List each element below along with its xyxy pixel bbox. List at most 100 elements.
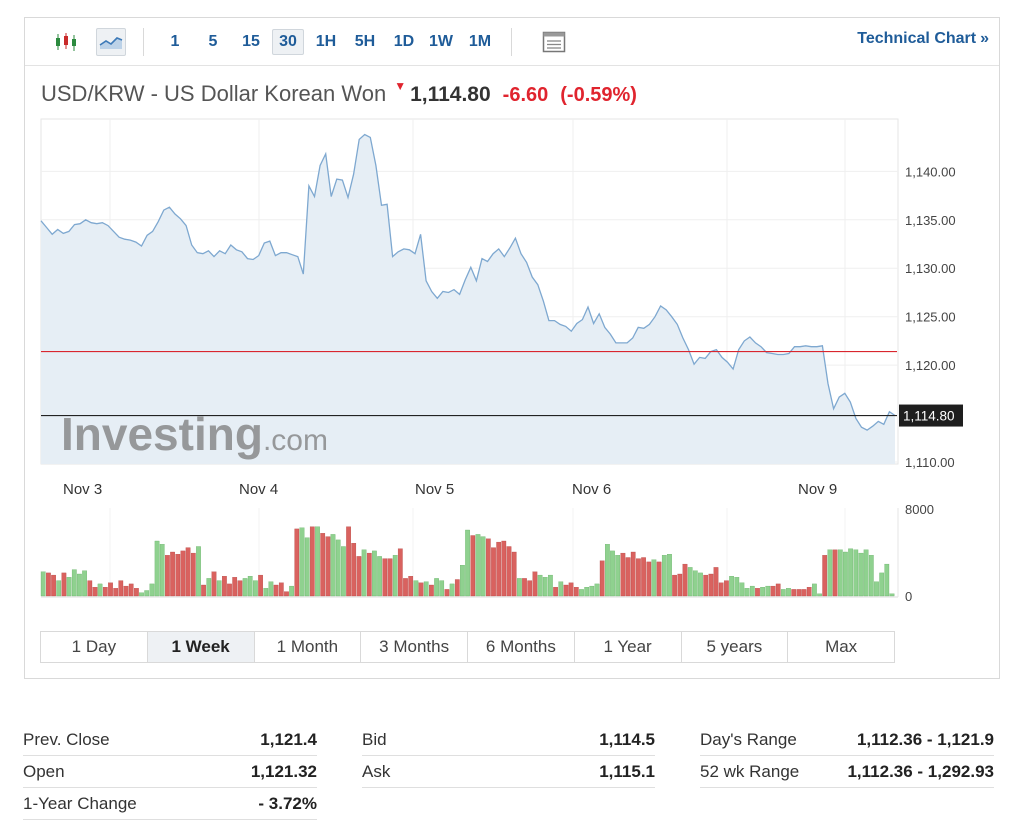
area-chart-icon[interactable] — [96, 28, 126, 56]
down-triangle-icon: ▼ — [394, 79, 407, 93]
volume-bar — [656, 561, 662, 597]
range-button-3-months[interactable]: 3 Months — [361, 632, 468, 662]
stat-value: 1,121.32 — [250, 761, 317, 781]
volume-bar — [517, 578, 522, 597]
volume-bar — [454, 579, 460, 597]
volume-bar — [470, 535, 476, 597]
volume-bar — [868, 555, 874, 597]
volume-bar — [605, 544, 610, 597]
stat-row: Ask 1,115.1 — [362, 756, 655, 788]
volume-bar — [170, 551, 175, 597]
volume-bar — [377, 556, 382, 597]
stat-label: Open — [23, 761, 65, 781]
volume-bar — [677, 573, 683, 597]
interval-button-1[interactable]: 1 — [170, 33, 180, 50]
interval-button-30[interactable]: 30 — [272, 29, 304, 55]
volume-bar — [232, 577, 238, 597]
volume-bar — [237, 580, 243, 597]
volume-bar — [284, 591, 289, 597]
volume-bar — [190, 552, 196, 597]
volume-bar — [304, 537, 310, 597]
stat-value: 1,121.4 — [260, 729, 317, 749]
volume-bar — [641, 557, 646, 597]
range-button-1-day[interactable]: 1 Day — [41, 632, 148, 662]
volume-bar — [718, 582, 724, 597]
volume-bar — [211, 571, 217, 597]
current-price-tag — [899, 404, 963, 427]
interval-button-5[interactable]: 5 — [208, 33, 218, 50]
interval-button-1d[interactable]: 1D — [393, 33, 415, 50]
range-button-1-year[interactable]: 1 Year — [575, 632, 682, 662]
volume-bar — [692, 570, 698, 597]
volume-bar — [527, 580, 533, 597]
technical-chart-label[interactable]: Technical Chart — [857, 30, 977, 47]
volume-bar — [356, 556, 362, 597]
range-button-1-week[interactable]: 1 Week — [147, 632, 255, 662]
volume-bar — [113, 588, 119, 597]
instrument-name: USD/KRW - US Dollar Korean Won — [41, 81, 387, 106]
chart-widget: 1 5 15 30 1H 5H 1D 1W 1M Technical Chart» USD/KR… — [24, 17, 1000, 679]
volume-bar — [273, 584, 279, 597]
technical-chart-link[interactable]: Technical Chart» — [857, 30, 989, 48]
table-view-icon[interactable] — [539, 28, 569, 56]
volume-bar — [56, 580, 62, 597]
volume-bar — [817, 593, 822, 597]
volume-bar — [765, 585, 771, 597]
stat-value: 1,114.5 — [599, 729, 655, 749]
volume-bar — [863, 549, 869, 597]
interval-button-5h[interactable]: 5H — [354, 33, 376, 50]
range-button-1-month[interactable]: 1 Month — [255, 632, 362, 662]
volume-bar — [320, 533, 326, 597]
price-chart[interactable]: Investing.com 1,140.00 1,135.00 1,130.00 1,1… — [25, 118, 999, 630]
interval-button-1m[interactable]: 1M — [468, 33, 492, 50]
last-price: 1,114.80 — [410, 83, 491, 106]
volume-bar — [827, 549, 833, 597]
price-change: -6.60 — [502, 84, 549, 106]
watermark-logo: Investing.com — [61, 408, 328, 460]
volume-bar — [92, 587, 98, 597]
range-button-6-months[interactable]: 6 Months — [468, 632, 575, 662]
stat-row: 52 wk Range 1,112.36 - 1,292.93 — [700, 756, 994, 788]
volume-bar — [159, 544, 165, 597]
interval-button-15[interactable]: 15 — [242, 33, 260, 50]
volume-bar — [548, 574, 553, 597]
volume-bar — [253, 580, 258, 597]
volume-bar — [294, 528, 300, 597]
volume-bar — [165, 555, 170, 597]
x-tick-label: Nov 4 — [239, 481, 278, 498]
range-button-max[interactable]: Max — [825, 637, 858, 656]
interval-button-1h[interactable]: 1H — [315, 33, 337, 50]
candlestick-chart-icon[interactable] — [51, 28, 81, 56]
volume-bar — [278, 582, 284, 597]
volume-bar — [682, 563, 688, 597]
volume-bar — [325, 536, 331, 597]
volume-tick-label: 0 — [905, 589, 912, 604]
volume-bar — [822, 555, 828, 597]
volume-bar — [61, 572, 67, 597]
volume-bar — [247, 576, 253, 597]
volume-bar — [144, 590, 150, 597]
volume-bar — [460, 565, 465, 597]
volume-bar — [791, 589, 797, 597]
chart-toolbar: 1 5 15 30 1H 5H 1D 1W 1M Technical Chart» — [25, 18, 999, 66]
volume-bar — [573, 587, 579, 597]
range-button-5-years[interactable]: 5 years — [682, 632, 789, 662]
volume-bar — [786, 588, 791, 597]
stats-column-1: Prev. Close 1,121.4 Open 1,121.32 1-Year Cha… — [23, 724, 317, 820]
volume-bar — [651, 559, 657, 597]
volume-bar — [610, 550, 615, 597]
volume-bar — [408, 576, 414, 597]
toolbar-divider — [511, 28, 512, 56]
volume-bar — [729, 576, 734, 597]
volume-bar — [599, 560, 605, 597]
interval-button-1w[interactable]: 1W — [429, 33, 453, 50]
volume-bar — [346, 526, 351, 597]
volume-bar — [879, 572, 885, 597]
volume-bar — [537, 574, 543, 597]
volume-bar — [646, 561, 652, 597]
x-tick-label: Nov 6 — [572, 481, 611, 498]
volume-bar — [71, 569, 77, 597]
volume-bar — [444, 589, 450, 597]
stat-label: Bid — [362, 729, 387, 749]
volume-bar — [201, 584, 206, 597]
